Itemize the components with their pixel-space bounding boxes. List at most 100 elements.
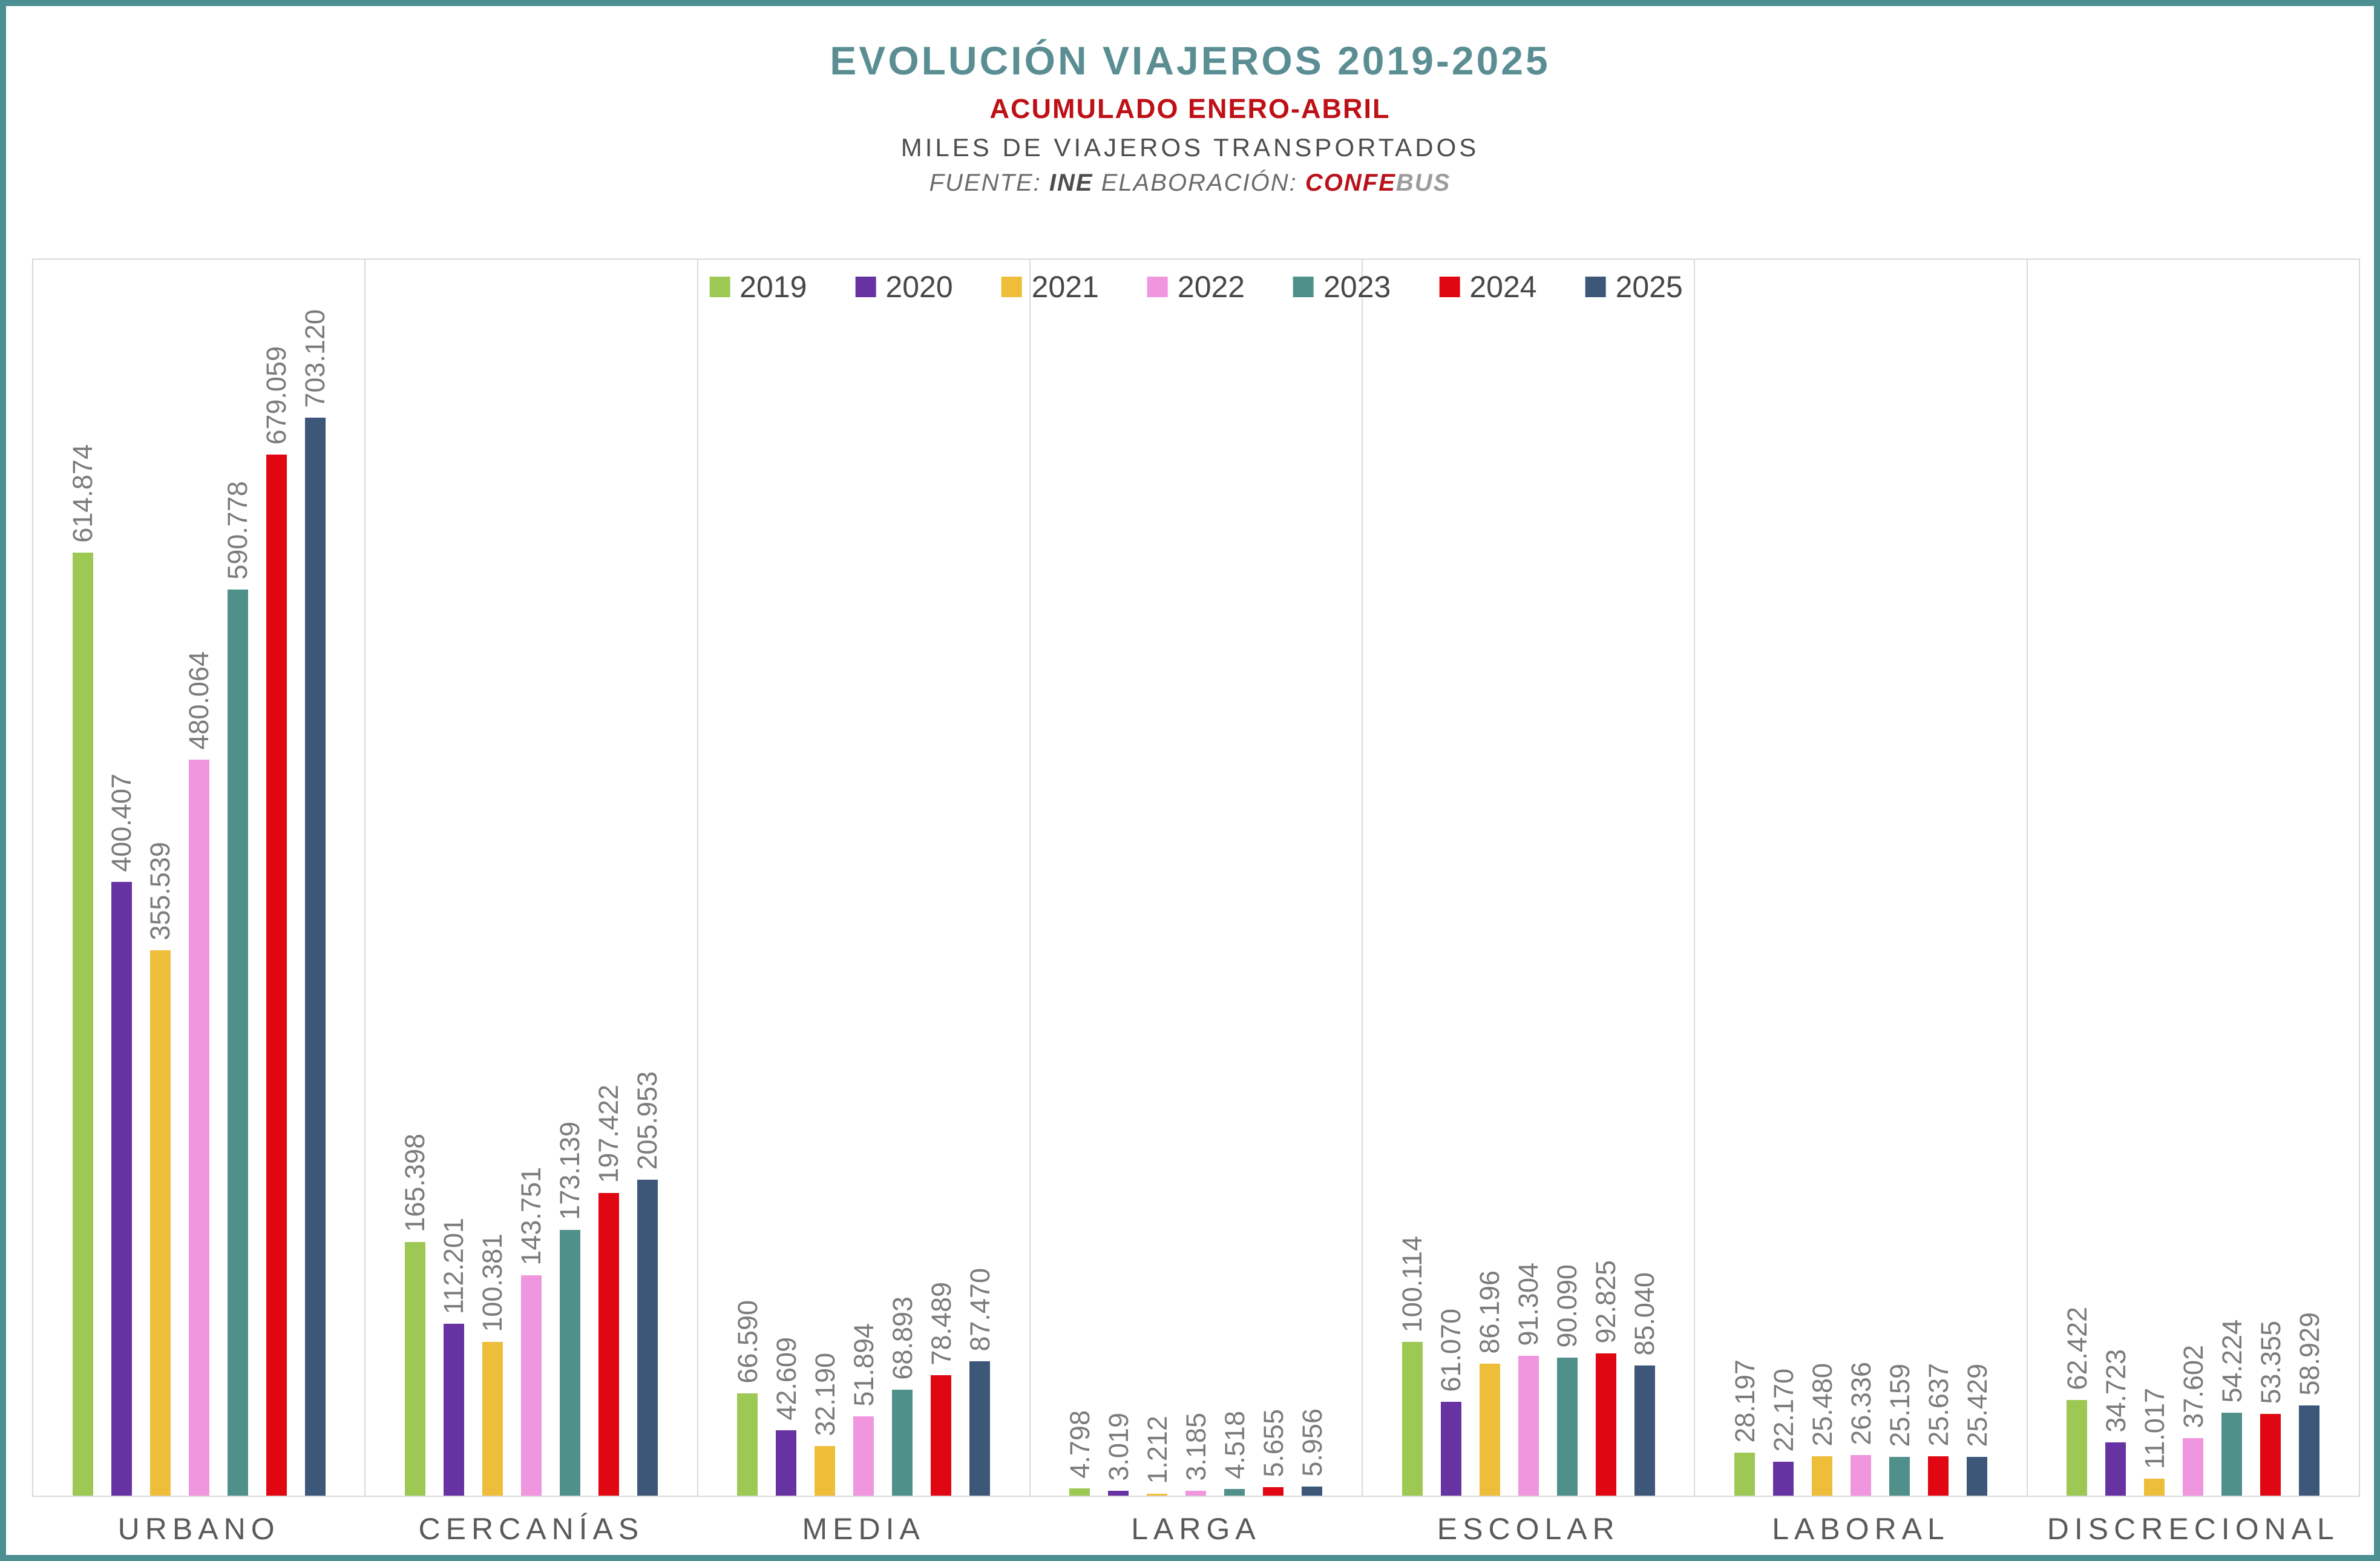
- value-label-2022-laboral: 26.336: [1845, 1362, 1877, 1445]
- value-label-2025-escolar: 85.040: [1629, 1272, 1660, 1356]
- bar-2021-media: [815, 1446, 836, 1496]
- bar-2019-larga: [1069, 1488, 1090, 1496]
- bar-2019-laboral: [1734, 1453, 1755, 1496]
- bar-group-2020-urbano: 400.407: [102, 260, 141, 1496]
- source-fuente-label: FUENTE:: [929, 169, 1041, 196]
- bar-group-2022-media: 51.894: [844, 260, 883, 1496]
- bar-2019-escolar: [1401, 1342, 1423, 1496]
- value-label-2020-cercanias: 112.201: [438, 1217, 470, 1314]
- value-label-2023-laboral: 25.159: [1884, 1364, 1915, 1447]
- bar-2023-media: [892, 1390, 913, 1496]
- category-label-larga: LARGA: [1131, 1512, 1261, 1546]
- value-label-2019-urbano: 614.874: [67, 444, 99, 543]
- legend-label-2023: 2023: [1323, 270, 1391, 304]
- bar-group-2023-escolar: 90.090: [1548, 260, 1587, 1496]
- legend-item-2023: 2023: [1293, 269, 1391, 304]
- bar-group-2020-discrecional: 34.723: [2096, 260, 2135, 1496]
- value-label-2024-laboral: 25.637: [1923, 1363, 1954, 1447]
- value-label-2020-urbano: 400.407: [106, 774, 137, 872]
- bar-2020-laboral: [1773, 1462, 1794, 1496]
- category-label-cercanias: CERCANÍAS: [418, 1512, 644, 1546]
- bar-2021-urbano: [149, 950, 171, 1496]
- bar-group-2023-cercanias: 173.139: [551, 260, 589, 1496]
- category-label-urbano: URBANO: [117, 1512, 280, 1546]
- bar-group-2020-media: 42.609: [767, 260, 805, 1496]
- bar-group-2021-laboral: 25.480: [1803, 260, 1841, 1496]
- category-label-laboral: LABORAL: [1772, 1512, 1950, 1546]
- value-label-2021-media: 32.190: [809, 1353, 841, 1436]
- category-panel-discrecional: 62.422 34.723 11.017 37.602 54.224 53.355 58.9…: [2028, 260, 2359, 1546]
- bar-group-2024-larga: 5.655: [1254, 260, 1293, 1496]
- category-label-media: MEDIA: [802, 1512, 925, 1546]
- bar-2025-urbano: [304, 418, 326, 1496]
- legend-swatch-2023: [1293, 277, 1314, 297]
- value-label-2021-urbano: 355.539: [145, 842, 176, 941]
- bar-2020-discrecional: [2105, 1442, 2126, 1496]
- value-label-2024-escolar: 92.825: [1590, 1260, 1622, 1344]
- bar-group-2021-cercanias: 100.381: [473, 260, 512, 1496]
- bar-group-2025-larga: 5.956: [1293, 260, 1331, 1496]
- bar-group-2019-media: 66.590: [728, 260, 767, 1496]
- bar-group-2023-discrecional: 54.224: [2212, 260, 2251, 1496]
- value-label-2021-cercanias: 100.381: [477, 1234, 508, 1332]
- value-label-2019-larga: 4.798: [1064, 1410, 1095, 1479]
- bar-2024-media: [931, 1375, 952, 1496]
- bar-2021-escolar: [1479, 1364, 1500, 1496]
- bar-group-2024-urbano: 679.059: [257, 260, 296, 1496]
- category-panels: 614.874 400.407 355.539 480.064 590.778 679.0…: [33, 260, 2359, 1546]
- value-label-2025-cercanias: 205.953: [632, 1071, 663, 1170]
- bar-group-2022-discrecional: 37.602: [2174, 260, 2212, 1496]
- legend-label-2021: 2021: [1031, 270, 1099, 304]
- category-panel-cercanias: 165.398 112.201 100.381 143.751 173.139 197.4…: [366, 260, 698, 1546]
- bar-2021-laboral: [1812, 1456, 1833, 1496]
- category-panel-larga: 4.798 3.019 1.212 3.185 4.518 5.655 5.956 LARGA: [1031, 260, 1363, 1546]
- bar-group-2021-escolar: 86.196: [1470, 260, 1509, 1496]
- bar-group-2024-cercanias: 197.422: [589, 260, 628, 1496]
- bar-2022-laboral: [1851, 1455, 1872, 1496]
- bar-group-2020-escolar: 61.070: [1432, 260, 1470, 1496]
- bar-2025-cercanias: [637, 1180, 658, 1496]
- bar-2019-media: [737, 1393, 758, 1496]
- value-label-2023-discrecional: 54.224: [2216, 1319, 2247, 1403]
- bar-group-2019-laboral: 28.197: [1725, 260, 1764, 1496]
- bar-group-2022-cercanias: 143.751: [512, 260, 551, 1496]
- value-label-2023-cercanias: 173.139: [554, 1122, 586, 1220]
- bar-2020-larga: [1108, 1491, 1129, 1496]
- value-label-2020-media: 42.609: [770, 1337, 802, 1421]
- bar-2021-cercanias: [482, 1342, 503, 1496]
- legend-item-2022: 2022: [1147, 269, 1245, 304]
- bar-group-2025-cercanias: 205.953: [628, 260, 667, 1496]
- bar-2025-laboral: [1967, 1457, 1988, 1496]
- bar-group-2024-laboral: 25.637: [1919, 260, 1958, 1496]
- bar-2024-laboral: [1928, 1456, 1949, 1496]
- bar-group-2025-media: 87.470: [960, 260, 999, 1496]
- bar-2024-larga: [1263, 1487, 1284, 1496]
- value-label-2022-discrecional: 37.602: [2177, 1345, 2209, 1428]
- bar-group-2021-larga: 1.212: [1138, 260, 1176, 1496]
- bar-2022-urbano: [188, 760, 209, 1496]
- bar-group-2023-larga: 4.518: [1215, 260, 1254, 1496]
- bar-2025-escolar: [1634, 1365, 1655, 1496]
- bar-2023-larga: [1224, 1489, 1245, 1496]
- bar-2020-escolar: [1440, 1402, 1461, 1496]
- bar-2019-discrecional: [2067, 1400, 2088, 1496]
- chart-header: EVOLUCIÓN VIAJEROS 2019-2025 ACUMULADO E…: [6, 38, 2374, 197]
- value-label-2021-laboral: 25.480: [1806, 1363, 1838, 1447]
- legend-swatch-2022: [1147, 277, 1168, 297]
- bar-group-2025-laboral: 25.429: [1958, 260, 1996, 1496]
- value-label-2021-larga: 1.212: [1141, 1416, 1173, 1484]
- legend-swatch-2024: [1439, 277, 1460, 297]
- bar-group-2024-discrecional: 53.355: [2251, 260, 2290, 1496]
- bar-2025-larga: [1302, 1487, 1323, 1496]
- chart-subtitle: ACUMULADO ENERO-ABRIL: [989, 93, 1391, 124]
- bar-2021-larga: [1147, 1494, 1168, 1496]
- bar-2021-discrecional: [2144, 1479, 2165, 1496]
- bar-group-2025-escolar: 85.040: [1625, 260, 1664, 1496]
- bar-2022-larga: [1185, 1491, 1207, 1496]
- bar-2024-urbano: [266, 455, 287, 1496]
- bar-group-2024-media: 78.489: [922, 260, 960, 1496]
- legend-label-2020: 2020: [885, 270, 953, 304]
- category-label-discrecional: DISCRECIONAL: [2047, 1512, 2339, 1546]
- bar-2024-escolar: [1595, 1353, 1616, 1496]
- legend-item-2025: 2025: [1585, 269, 1683, 304]
